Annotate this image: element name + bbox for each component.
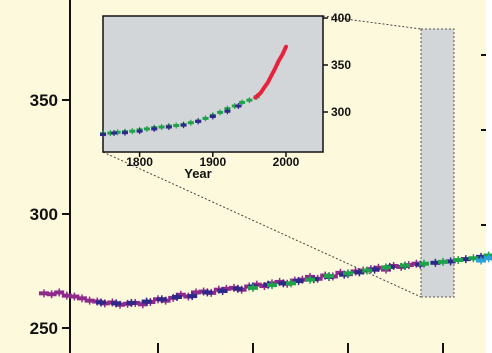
inset-direct-measurement-line: [253, 44, 288, 100]
inset-y-tick-label: 400: [331, 11, 351, 25]
inset-x-axis-label: Year: [184, 166, 211, 181]
inset-x-tick-label: 2000: [273, 155, 300, 169]
inset-series-1: [100, 102, 242, 138]
y-tick-label: 350: [30, 91, 58, 110]
y-tick-label: 300: [30, 205, 58, 224]
inset-series-2: [253, 44, 288, 100]
connector-top: [322, 15, 422, 30]
zoom-connectors: [102, 15, 422, 298]
inset-y-tick-label: 300: [331, 105, 351, 119]
inset-plot-area: [102, 15, 324, 153]
inset-x-tick-label: 1900: [199, 155, 226, 169]
zoom-highlight-box: [420, 28, 455, 298]
inset-x-tick-label: 1800: [126, 155, 153, 169]
y-tick-label: 250: [30, 319, 58, 338]
inset-y-tick-label: 350: [331, 58, 351, 72]
